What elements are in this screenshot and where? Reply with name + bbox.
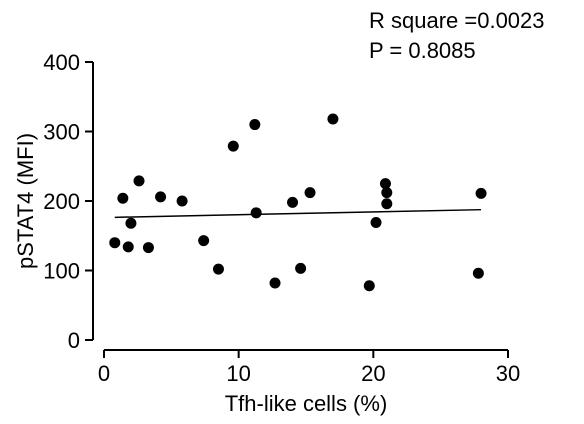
y-tick-label: 0 <box>68 328 80 353</box>
data-point <box>109 237 121 249</box>
data-points <box>109 113 487 292</box>
regression-line <box>114 208 482 219</box>
x-axis-title: Tfh-like cells (%) <box>225 391 388 416</box>
y-tick-label: 100 <box>43 259 80 284</box>
x-tick-label: 20 <box>361 361 385 386</box>
x-tick-label: 0 <box>98 361 110 386</box>
data-point <box>379 178 391 190</box>
data-point <box>125 217 137 229</box>
data-point <box>472 267 484 279</box>
data-point <box>122 241 134 253</box>
data-point <box>117 192 129 204</box>
data-point <box>295 262 307 274</box>
data-point <box>381 187 393 199</box>
y-tick-label: 200 <box>43 189 80 214</box>
x-tick-label: 30 <box>496 361 520 386</box>
data-point <box>363 280 375 292</box>
data-point <box>142 242 154 254</box>
p-value-annotation: P = 0.8085 <box>369 38 476 63</box>
data-point <box>370 217 382 229</box>
y-axis-title: pSTAT4 (MFI) <box>13 133 38 269</box>
data-point <box>227 140 239 152</box>
data-point <box>381 198 393 210</box>
data-point <box>304 187 316 199</box>
r-square-annotation: R square =0.0023 <box>369 8 545 33</box>
plot-area: 0 100 200 300 400 0 10 20 30 <box>43 50 520 386</box>
data-point <box>133 175 145 187</box>
data-point <box>198 235 210 247</box>
data-point <box>155 191 167 203</box>
data-point <box>327 113 339 125</box>
y-tick-label: 400 <box>43 50 80 75</box>
data-point <box>249 119 261 131</box>
data-point <box>176 195 188 207</box>
y-axis-ticks: 0 100 200 300 400 <box>43 50 93 353</box>
x-tick-label: 10 <box>226 361 250 386</box>
data-point <box>269 277 281 289</box>
x-axis-ticks: 0 10 20 30 <box>98 350 520 386</box>
y-tick-label: 300 <box>43 120 80 145</box>
data-point <box>250 207 262 219</box>
regression-line-group <box>114 208 482 219</box>
data-point <box>287 196 299 208</box>
data-point <box>212 263 224 275</box>
data-point <box>475 187 487 199</box>
